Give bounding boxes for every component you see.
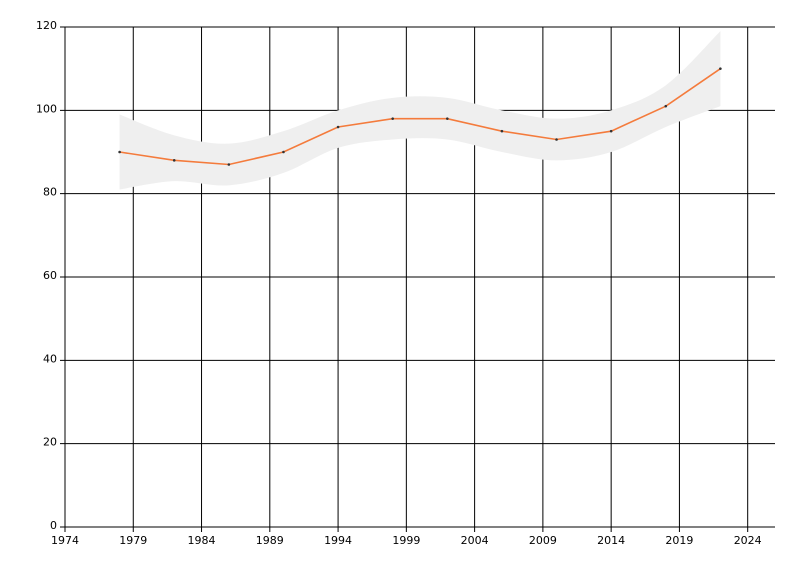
- point: [391, 117, 394, 120]
- point: [500, 129, 504, 133]
- y-tick-label: 0: [50, 519, 57, 532]
- confidence-band: [119, 31, 721, 190]
- x-tick-label: 2019: [665, 534, 693, 547]
- y-tick-label: 120: [36, 19, 57, 32]
- point: [609, 129, 613, 133]
- x-tick-label: 2024: [734, 534, 762, 547]
- y-tick-label: 60: [43, 269, 57, 282]
- point: [282, 150, 285, 154]
- x-tick-label: 1994: [324, 534, 352, 547]
- x-tick-label: 1989: [256, 534, 284, 547]
- x-tick-label: 1974: [51, 534, 79, 547]
- x-tick-label: 2004: [461, 534, 489, 547]
- x-tick-label: 2009: [529, 534, 557, 547]
- point: [664, 104, 668, 108]
- y-tick-label: 20: [43, 436, 57, 449]
- y-tick-label: 100: [36, 102, 57, 115]
- line: [119, 68, 721, 166]
- x-tick-label: 1999: [392, 534, 420, 547]
- point: [446, 117, 449, 120]
- point: [118, 150, 121, 154]
- x-tick-label: 1984: [188, 534, 216, 547]
- point: [555, 138, 558, 141]
- point: [172, 159, 176, 162]
- point: [336, 125, 340, 129]
- y-tick-label: 80: [43, 186, 57, 199]
- point: [719, 67, 722, 70]
- y-tick-label: 40: [43, 352, 57, 365]
- x-tick-label: 2014: [597, 534, 625, 547]
- x-tick-label: 1979: [119, 534, 147, 547]
- point: [227, 163, 231, 166]
